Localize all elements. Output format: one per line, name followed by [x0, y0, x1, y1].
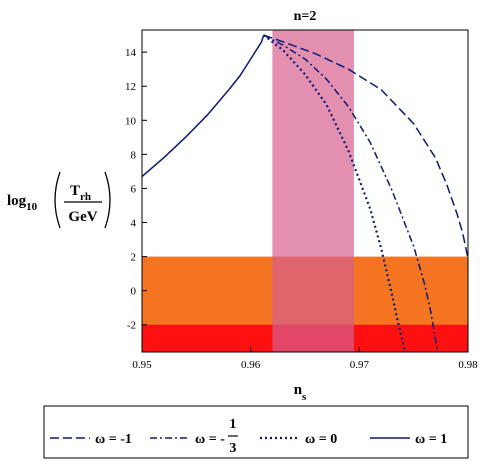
y-axis-label-denominator: GeV	[68, 209, 97, 225]
x-tick-label: 0.98	[458, 359, 478, 371]
y-tick-label: 4	[131, 218, 137, 230]
x-axis-ticks: 0.95 0.96 0.97 0.98	[132, 347, 478, 371]
legend-label-3: ω = 1	[415, 432, 447, 447]
series-lines	[141, 34, 469, 353]
x-tick-label: 0.95	[132, 359, 152, 371]
legend-label-1: ω = -	[195, 432, 225, 447]
y-tick-label: 2	[131, 252, 137, 264]
y-axis-ticks: -2 0 2 4 6 8 10 12 14	[125, 47, 147, 332]
legend-label-2: ω = 0	[305, 432, 337, 447]
series-line-3	[141, 34, 265, 178]
legend-frac-num: 1	[229, 417, 236, 432]
y-tick-label: 10	[125, 115, 137, 127]
y-axis-label-prefix: log10	[7, 193, 38, 213]
chart-title: n=2	[294, 9, 317, 24]
y-axis-label-left-paren	[54, 171, 61, 229]
x-axis-label: ns	[294, 382, 307, 403]
x-tick-label: 0.96	[241, 359, 261, 371]
x-axis-label-main: n	[294, 382, 303, 398]
y-axis-label-prefix-sub: 10	[26, 201, 38, 213]
y-tick-label: -2	[127, 320, 136, 332]
shaded-bands	[142, 30, 468, 352]
series-line-1	[263, 34, 439, 353]
y-tick-label: 12	[125, 81, 136, 93]
plot-border	[141, 29, 469, 353]
y-tick-label: 14	[125, 47, 137, 59]
y-axis-label: log10 Trh GeV	[7, 171, 111, 229]
band-2	[272, 30, 354, 352]
legend-box	[43, 405, 469, 459]
y-tick-label: 6	[131, 183, 137, 195]
series-line-2	[263, 34, 407, 353]
x-tick-label: 0.97	[350, 359, 370, 371]
y-tick-label: 0	[131, 286, 137, 298]
y-axis-label-numerator: Trh	[70, 183, 91, 203]
legend-label-0: ω = -1	[95, 432, 132, 447]
x-axis-label-sub: s	[302, 391, 307, 403]
y-axis-label-right-paren	[104, 171, 111, 229]
legend-frac-den: 3	[229, 441, 236, 456]
y-tick-label: 8	[131, 149, 137, 161]
series-line-0	[263, 34, 469, 259]
